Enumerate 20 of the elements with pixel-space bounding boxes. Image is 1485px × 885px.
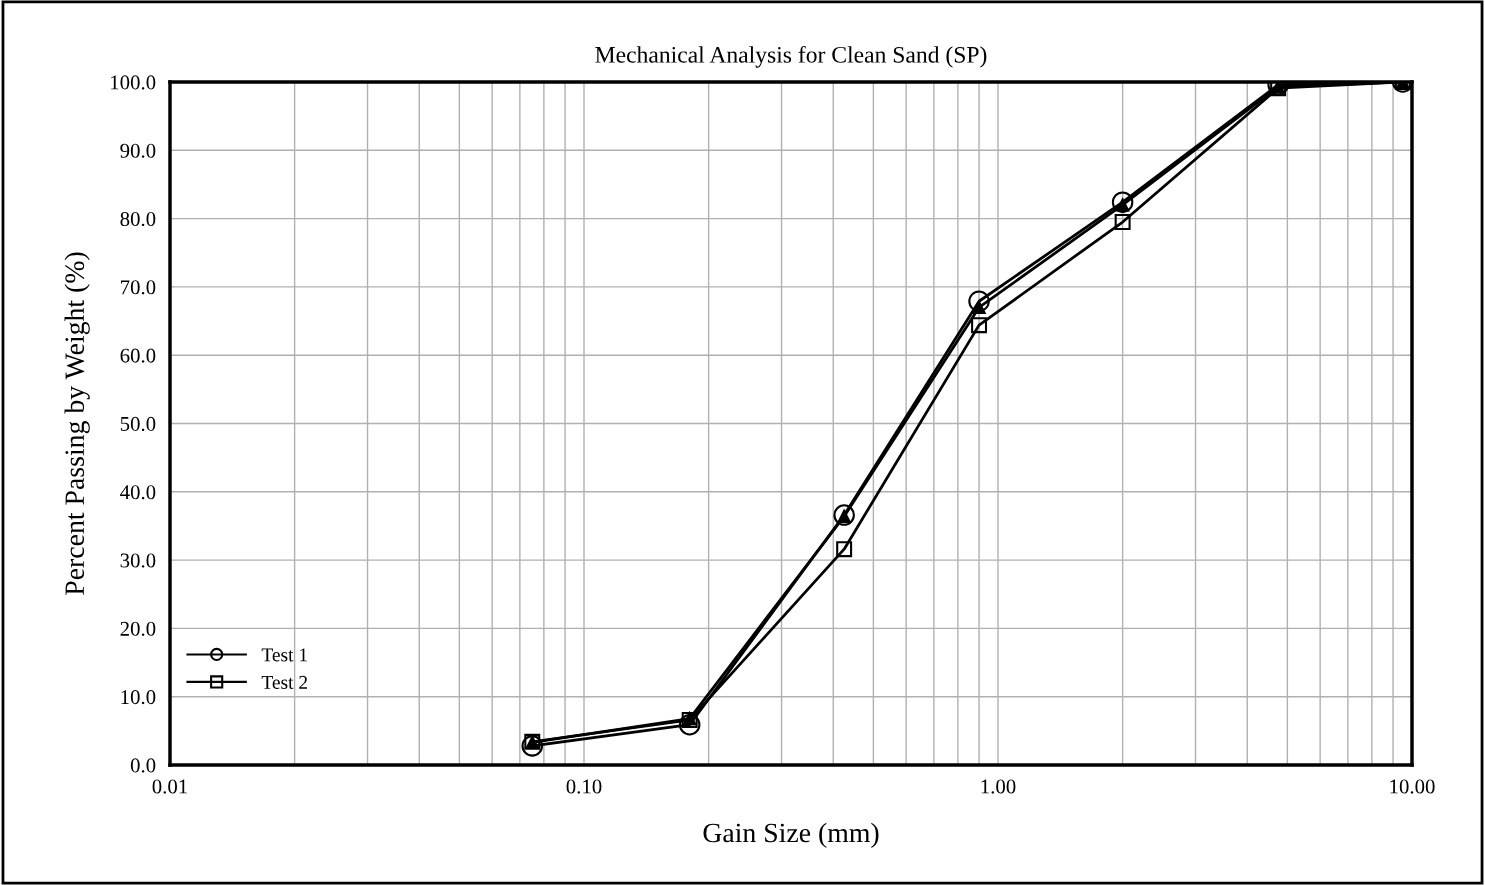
y-tick-label: 90.0 [120,143,156,158]
y-tick-label: 80.0 [120,211,156,227]
y-tick-label: 40.0 [120,485,156,500]
x-tick-label: 0.01 [152,779,187,794]
y-tick-label: 30.0 [120,553,156,568]
y-tick-label: 100.0 [111,75,156,90]
y-tick-label: 60.0 [120,348,156,363]
y-axis-title: Percent Passing by Weight (%) [64,252,90,595]
y-tick-label: 20.0 [120,621,156,636]
y-tick-label: 70.0 [121,280,156,295]
chart-title: Mechanical Analysis for Clean Sand (SP) [595,45,987,68]
y-tick-label: 10.0 [121,690,156,705]
y-tick-label: 0.0 [130,758,156,773]
x-tick-label: 0.10 [566,779,602,794]
legend-label: Test 2 [261,675,308,689]
x-axis-title: Gain Size (mm) [703,822,879,848]
y-tick-label: 50.0 [120,416,156,432]
x-tick-label: 1.00 [981,779,1016,794]
legend-label: Test 1 [261,648,307,662]
x-tick-label: 10.00 [1390,779,1435,794]
